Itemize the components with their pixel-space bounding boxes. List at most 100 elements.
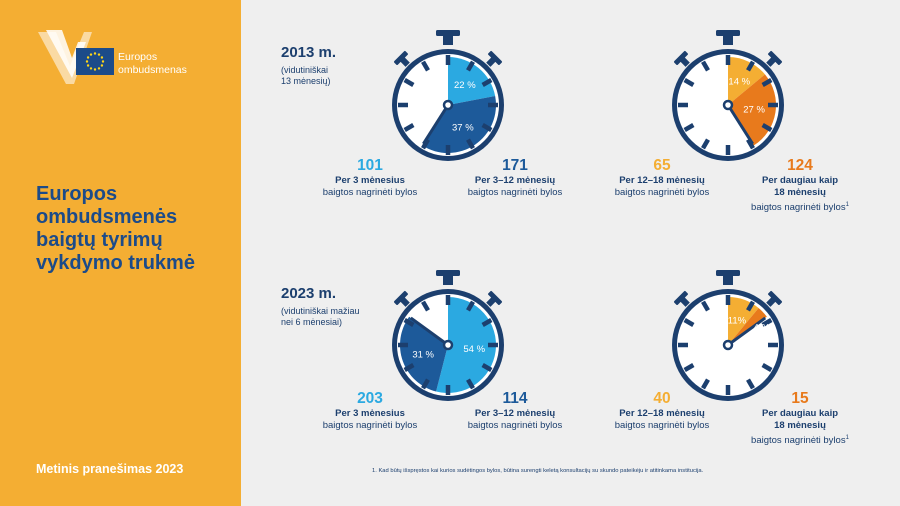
stat-block: 15 Per daugiau kaip 18 mėnesių baigtos nagr… — [725, 389, 875, 447]
stat-description: baigtos nagrinėti bylos1 — [725, 199, 875, 214]
pie-slice-0 — [728, 57, 765, 105]
eu-star — [85, 60, 89, 63]
stopwatch-tick — [421, 378, 430, 390]
footnote-marker: 1 — [845, 435, 849, 441]
stat-count: 114 — [502, 390, 528, 407]
stat-period: Per 3–12 mėnesių — [474, 408, 556, 419]
stat-period: Per daugiau kaip — [761, 175, 839, 186]
stat-count: 40 — [653, 390, 671, 407]
pie-label-1: 37 % — [452, 122, 474, 133]
stat-block: 124 Per daugiau kaip 18 mėnesių baigtos nag… — [725, 156, 875, 214]
eu-star — [86, 56, 90, 59]
stopwatch-button-right — [766, 50, 783, 67]
stopwatch-tick — [701, 138, 710, 150]
stat-count: 15 — [791, 390, 809, 407]
stat-description: baigtos nagrinėti bylos — [295, 420, 445, 432]
stopwatch-tick — [746, 378, 755, 390]
stat-count: 101 — [357, 157, 383, 174]
stopwatch-tick — [761, 318, 773, 327]
stat-description-text: baigtos nagrinėti bylos — [467, 420, 563, 431]
stopwatch-tick — [761, 363, 773, 372]
pie-label-0: 11% — [728, 316, 747, 327]
stopwatch-hand — [409, 316, 449, 347]
pie-label-0: 54 % — [463, 344, 485, 355]
eu-star — [89, 67, 93, 70]
subtitle-line: 13 mėnesių) — [281, 76, 331, 86]
stat-period: Per 3 mėnesius — [335, 175, 405, 186]
stopwatch-crown — [436, 270, 460, 276]
stopwatch-1-1: 11% 4 % — [672, 270, 784, 401]
stat-description: baigtos nagrinėti bylos — [587, 187, 737, 199]
title-line: ombudsmenės — [36, 206, 178, 228]
stat-description: baigtos nagrinėti bylos — [295, 187, 445, 199]
page-title: Europos ombudsmenės baigtų tyrimų vykdym… — [36, 183, 195, 275]
stopwatch-crown — [436, 30, 460, 36]
stopwatch-tick — [481, 318, 493, 327]
subtitle-line: nei 6 mėnesiai) — [281, 317, 343, 327]
pie-slice-0 — [436, 297, 497, 393]
stat-description-text: baigtos nagrinėti bylos — [322, 187, 418, 198]
stat-block: 114 Per 3–12 mėnesių baigtos nagrinėti byl… — [440, 389, 590, 432]
title-line: baigtų tyrimų — [36, 229, 163, 251]
stopwatch-tick — [683, 318, 695, 327]
stopwatch-tick — [701, 378, 710, 390]
stopwatch-button-right — [486, 50, 503, 67]
stat-description: baigtos nagrinėti bylos — [440, 420, 590, 432]
eu-star — [101, 60, 105, 63]
stat-block: 101 Per 3 mėnesius baigtos nagrinėti bylos — [295, 156, 445, 199]
stopwatch-tick — [746, 138, 755, 150]
stat-description-text: baigtos nagrinėti bylos — [751, 202, 846, 214]
stopwatch-crown — [716, 30, 740, 36]
stopwatch-tick — [466, 138, 475, 150]
year-label-2023: 2023 m. — [281, 285, 337, 302]
stat-period: Per 12–18 mėnesių — [619, 175, 705, 186]
eu-star — [93, 68, 97, 71]
stat-block: 203 Per 3 mėnesius baigtos nagrinėti bylos — [295, 389, 445, 432]
stat-description: baigtos nagrinėti bylos1 — [725, 432, 875, 447]
pie-label-0: 22 % — [454, 80, 476, 91]
brand-line-1: Europos — [118, 51, 158, 63]
report-label: Metinis pranešimas 2023 — [36, 462, 184, 476]
stopwatch-pin — [722, 99, 734, 111]
stopwatch-button-right — [766, 290, 783, 307]
stopwatch-tick — [701, 60, 710, 72]
stat-description-text: baigtos nagrinėti bylos — [614, 187, 710, 198]
sidebar: Europos ombudsmenas Europos ombudsmenės … — [0, 0, 241, 506]
pie-label-1: 27 % — [743, 105, 765, 116]
pie-label-0: 14 % — [728, 77, 750, 88]
stat-period: Per 12–18 mėnesių — [619, 408, 705, 419]
eu-star — [100, 56, 104, 59]
stat-description-text: baigtos nagrinėti bylos — [751, 435, 846, 447]
footnote: 1. Kad būtų išspręstos kai kurios sudėti… — [372, 468, 704, 474]
stopwatch-tick — [746, 60, 755, 72]
stopwatch-tick — [481, 123, 493, 132]
stopwatch-tick — [403, 318, 415, 327]
stopwatch-tick — [403, 363, 415, 372]
stopwatch-stem — [443, 35, 453, 45]
brand-name: Europos ombudsmenas — [118, 51, 187, 77]
eu-star — [97, 67, 101, 70]
pie-label-1: 4 % — [754, 323, 771, 334]
pie-label-1: 31 % — [412, 349, 434, 360]
stopwatch-tick — [481, 78, 493, 87]
stopwatch-tick — [421, 60, 430, 72]
stat-block: 40 Per 12–18 mėnesių baigtos nagrinėti byl… — [587, 389, 737, 432]
subtitle-line: (vidutiniškai mažiau — [281, 306, 360, 316]
stat-description-text: baigtos nagrinėti bylos — [614, 420, 710, 431]
stopwatch-pin — [442, 99, 454, 111]
stopwatch-button-left — [393, 50, 410, 67]
stopwatch-tick — [421, 300, 430, 312]
stopwatch-tick — [761, 123, 773, 132]
stat-period: Per daugiau kaip — [761, 408, 839, 419]
stopwatch-button-left — [673, 290, 690, 307]
stat-description: baigtos nagrinėti bylos — [587, 420, 737, 432]
stat-block: 65 Per 12–18 mėnesių baigtos nagrinėti byl… — [587, 156, 737, 199]
stat-period: Per 3–12 mėnesių — [474, 175, 556, 186]
stat-period: 18 mėnesių — [774, 187, 826, 198]
pie-slice-1 — [422, 96, 496, 153]
stopwatch-tick — [746, 300, 755, 312]
stopwatch-tick — [683, 363, 695, 372]
stopwatch-crown — [716, 270, 740, 276]
stat-description: baigtos nagrinėti bylos — [440, 187, 590, 199]
ombudsman-logo — [38, 30, 114, 84]
